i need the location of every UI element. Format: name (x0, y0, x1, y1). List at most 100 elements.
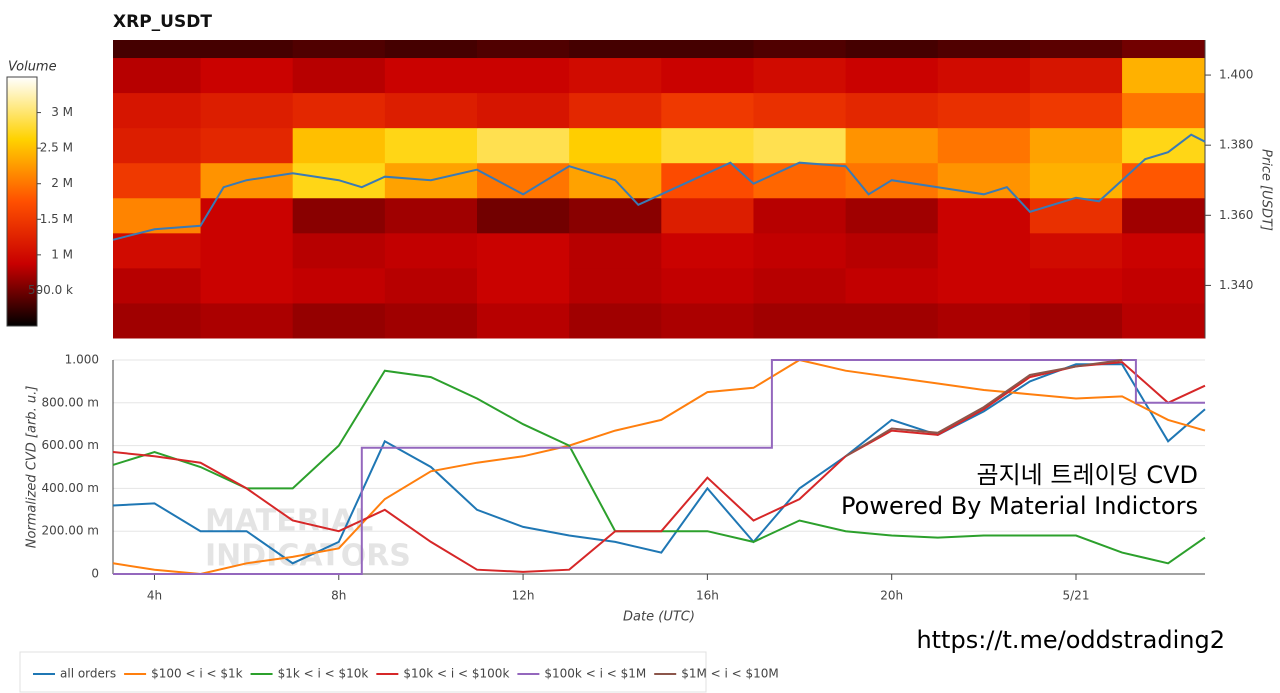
heat-cell (753, 57, 847, 94)
y-tick-label: 1.380 (1219, 138, 1253, 152)
heat-cell (1122, 127, 1206, 164)
heat-cell (384, 232, 478, 269)
heat-cell (937, 40, 1031, 59)
heat-cell (937, 57, 1031, 94)
annotation: https://t.me/oddstrading2 (916, 626, 1225, 654)
heat-cell (845, 92, 939, 129)
heat-cell (292, 40, 386, 59)
heat-cell (661, 232, 754, 269)
heat-cell (753, 162, 847, 199)
heat-cell (753, 232, 847, 269)
colorbar-tick-label: 3 M (51, 105, 73, 119)
heat-cell (937, 232, 1031, 269)
heat-cell (1122, 302, 1206, 339)
x-tick-label: 16h (696, 589, 719, 603)
legend-label[interactable]: $100 < i < $1k (151, 667, 243, 681)
colorbar-tick-label: 1 M (51, 247, 73, 261)
y-tick-label: 200.00 m (42, 524, 100, 538)
x-tick-label: 5/21 (1063, 589, 1090, 603)
annotation: 곰지네 트레이딩 CVD (977, 461, 1198, 489)
heat-cell (200, 267, 294, 304)
y-tick-label: 600.00 m (42, 438, 100, 452)
heat-cell (113, 40, 202, 59)
heat-cell (477, 232, 570, 269)
colorbar-tick-label: 2 M (51, 176, 73, 190)
heat-cell (292, 127, 386, 164)
heat-cell (1122, 57, 1206, 94)
heat-cell (1122, 92, 1206, 129)
heat-cell (753, 267, 847, 304)
annotation: Powered By Material Indictors (841, 492, 1198, 520)
legend-label[interactable]: $10k < i < $100k (403, 667, 509, 681)
price-line (112, 133, 1206, 241)
y-tick-label: 1.340 (1219, 278, 1253, 292)
y-axis-label: Price [USDT] (1259, 149, 1274, 231)
heat-cell (384, 302, 478, 339)
heat-cell (937, 162, 1031, 199)
heat-cell (1122, 40, 1206, 59)
heat-cell (1029, 197, 1123, 234)
heat-cell (937, 302, 1031, 339)
colorbar-tick-label: 2.5 M (40, 141, 73, 155)
heat-cell (292, 197, 386, 234)
heat-cell (477, 267, 570, 304)
heat-cell (384, 127, 478, 164)
heat-cell (1029, 162, 1123, 199)
legend-label[interactable]: all orders (60, 667, 116, 681)
heat-cell (753, 302, 847, 339)
heat-cell (753, 92, 847, 129)
heat-cell (661, 57, 754, 94)
x-tick-label: 12h (512, 589, 535, 603)
heat-cell (569, 127, 662, 164)
heat-cell (292, 57, 386, 94)
heat-cell (384, 197, 478, 234)
heat-cell (200, 127, 294, 164)
heat-cell (845, 197, 939, 234)
heat-cell (753, 40, 847, 59)
heat-cell (384, 40, 478, 59)
heat-cell (200, 232, 294, 269)
heat-cell (384, 57, 478, 94)
heat-cell (1029, 267, 1123, 304)
heat-cell (845, 302, 939, 339)
colorbar-tick-label: 1.5 M (40, 212, 73, 226)
colorbar-tick-label: 500.0 k (28, 283, 73, 297)
legend-label[interactable]: $100k < i < $1M (544, 667, 646, 681)
heat-cell (477, 40, 570, 59)
heat-cell (384, 92, 478, 129)
heat-cell (661, 40, 754, 59)
cvd-line (112, 361, 1206, 573)
heat-cell (845, 127, 939, 164)
cvd-line (845, 359, 1123, 458)
heat-cell (661, 92, 754, 129)
cvd-line (112, 358, 1206, 576)
heat-cell (477, 197, 570, 234)
heat-cell (1122, 232, 1206, 269)
heat-cell (477, 92, 570, 129)
heat-cell (1122, 267, 1206, 304)
heat-cell (569, 57, 662, 94)
heat-cell (937, 92, 1031, 129)
colorbar (6, 76, 38, 327)
legend-label[interactable]: $1M < i < $10M (681, 667, 779, 681)
x-tick-label: 20h (880, 589, 903, 603)
heat-cell (661, 267, 754, 304)
chart-title: XRP_USDT (113, 12, 212, 32)
heat-cell (292, 267, 386, 304)
heat-cell (569, 197, 662, 234)
heat-cell (1029, 127, 1123, 164)
legend-label[interactable]: $1k < i < $10k (278, 667, 369, 681)
heat-cell (200, 92, 294, 129)
heat-cell (661, 197, 754, 234)
heat-cell (1029, 40, 1123, 59)
colorbar-title: Volume (8, 60, 57, 75)
heat-cell (113, 197, 202, 234)
heat-cell (292, 302, 386, 339)
heat-cell (845, 267, 939, 304)
heat-cell (292, 232, 386, 269)
heat-cell (845, 232, 939, 269)
heat-cell (661, 127, 754, 164)
x-axis-label: Date (UTC) (623, 610, 695, 625)
heat-cell (477, 57, 570, 94)
